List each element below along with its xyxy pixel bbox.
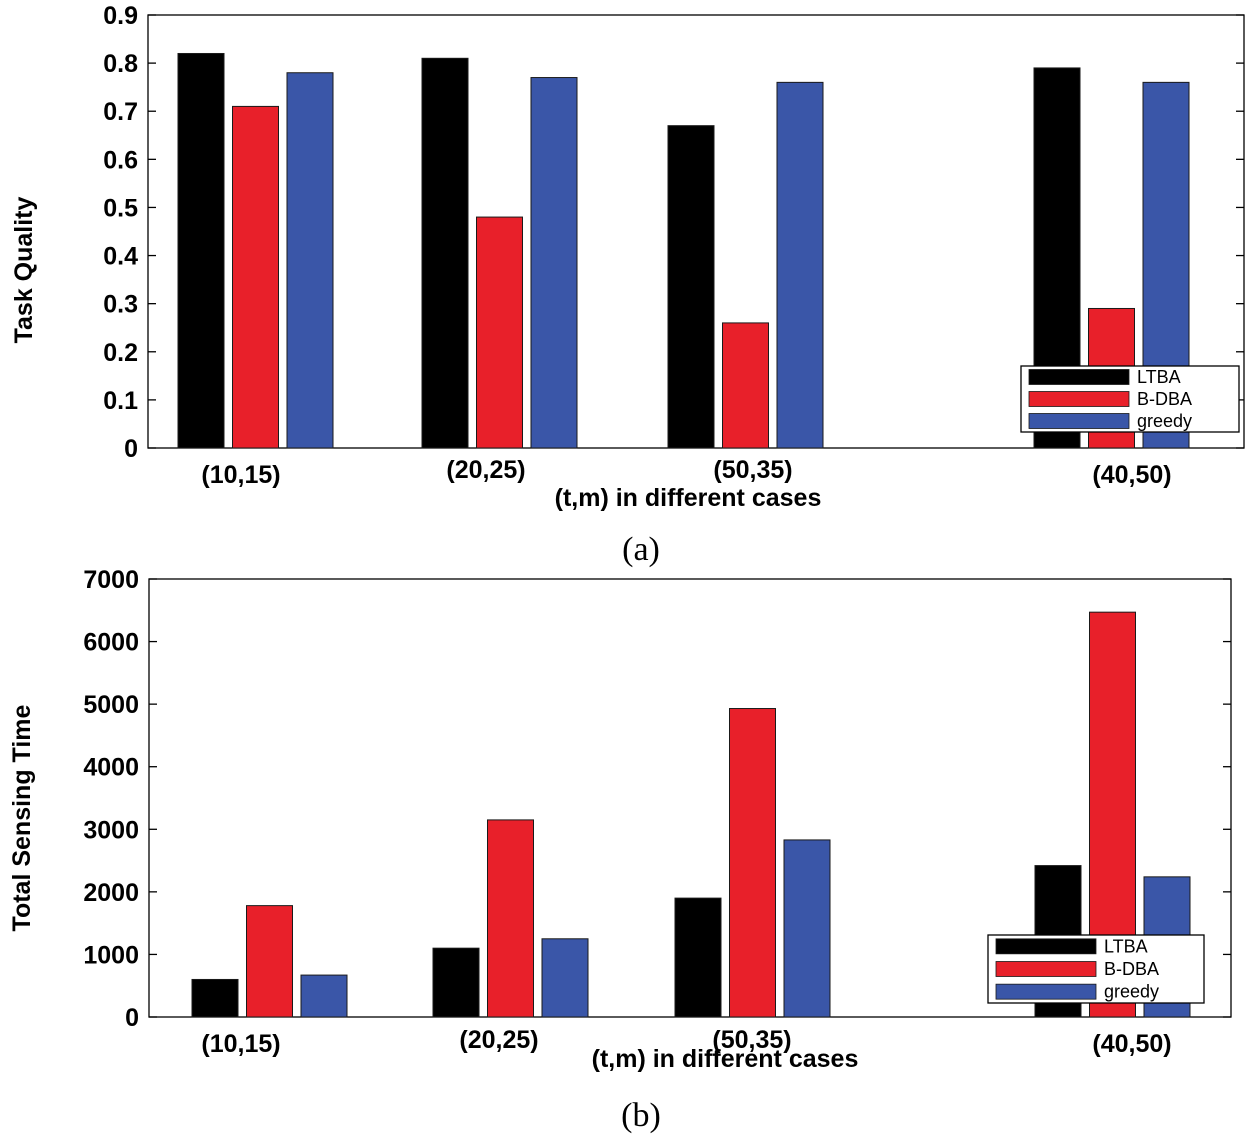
y-tick-label: 0.9 <box>103 2 138 30</box>
y-tick-label: 0.5 <box>103 194 138 222</box>
legend-label-b-dba: B-DBA <box>1137 389 1192 409</box>
y-tick-label: 6000 <box>83 629 139 657</box>
x-axis-label: (t,m) in different cases <box>555 484 822 512</box>
x-tick-label: (20,25) <box>459 1026 538 1054</box>
legend-label-greedy: greedy <box>1104 982 1159 1002</box>
x-tick-label: (40,50) <box>1092 1030 1171 1058</box>
bar-ltba-1 <box>177 52 225 449</box>
figure-caption: (a) <box>622 531 660 568</box>
legend-label-b-dba: B-DBA <box>1104 959 1159 979</box>
bar-ltba-1 <box>191 978 239 1018</box>
y-tick-label: 0.1 <box>103 387 138 415</box>
bar-greedy-2 <box>541 938 589 1018</box>
bar-greedy-1 <box>286 72 334 449</box>
x-tick-label: (10,15) <box>201 1030 280 1058</box>
y-tick-label: 0.3 <box>103 291 138 319</box>
y-tick-label: 4000 <box>83 754 139 782</box>
legend-label-ltba: LTBA <box>1104 936 1148 956</box>
y-axis-label: Total Sensing Time <box>8 704 36 931</box>
y-tick-label: 1000 <box>83 941 139 969</box>
x-tick-label: (10,15) <box>201 461 280 489</box>
bar-b-dba-3 <box>722 322 769 449</box>
bar-ltba-3 <box>674 897 722 1018</box>
y-tick-label: 0.4 <box>103 243 138 271</box>
y-tick-label: 3000 <box>83 816 139 844</box>
bar-b-dba-2 <box>476 216 523 449</box>
x-tick-label: (50,35) <box>712 1026 791 1054</box>
y-tick-label: 0 <box>124 435 138 463</box>
chart-b: 0 1000 2000 3000 4000 5000 6000 7000 (10,15) (20,… <box>8 566 1232 1134</box>
bar-ltba-2 <box>432 947 480 1018</box>
y-tick-label: 7000 <box>83 566 139 594</box>
y-tick-label: 0.7 <box>103 98 138 126</box>
bar-ltba-3 <box>667 125 715 449</box>
x-tick-label: (20,25) <box>446 456 525 484</box>
y-tick-label: 0.6 <box>103 146 138 174</box>
bar-greedy-3 <box>776 81 824 449</box>
bar-greedy-2 <box>530 77 578 449</box>
x-tick-label: (40,50) <box>1092 461 1171 489</box>
bar-ltba-2 <box>421 57 469 449</box>
figure-caption: (b) <box>621 1097 661 1134</box>
legend-swatch-ltba <box>1028 369 1130 385</box>
bar-b-dba-3 <box>729 708 776 1018</box>
bar-greedy-3 <box>783 839 831 1018</box>
y-tick-label: 0.2 <box>103 339 138 367</box>
legend-swatch-greedy <box>995 983 1097 1000</box>
legend-label-greedy: greedy <box>1137 411 1192 431</box>
legend-swatch-b-dba <box>1028 391 1130 407</box>
chart-a: 0 0.1 0.2 0.3 0.4 0.5 0.6 0.7 0.8 0.9 (10,15) (20,2… <box>10 2 1245 568</box>
y-tick-label: 2000 <box>83 879 139 907</box>
legend-swatch-b-dba <box>995 961 1097 977</box>
x-tick-label: (50,35) <box>713 456 792 484</box>
bar-b-dba-1 <box>246 905 293 1018</box>
bar-greedy-1 <box>300 974 348 1018</box>
legend-swatch-greedy <box>1028 413 1130 429</box>
legend-label-ltba: LTBA <box>1137 367 1181 387</box>
y-axis-label: Task Quality <box>10 197 38 344</box>
bar-b-dba-1 <box>232 105 279 449</box>
x-axis-label: (t,m) in different cases <box>592 1045 859 1073</box>
bar-b-dba-2 <box>487 819 534 1018</box>
y-tick-label: 0 <box>125 1004 139 1032</box>
y-tick-label: 5000 <box>83 691 139 719</box>
legend-swatch-ltba <box>995 938 1097 955</box>
y-tick-label: 0.8 <box>103 50 138 78</box>
